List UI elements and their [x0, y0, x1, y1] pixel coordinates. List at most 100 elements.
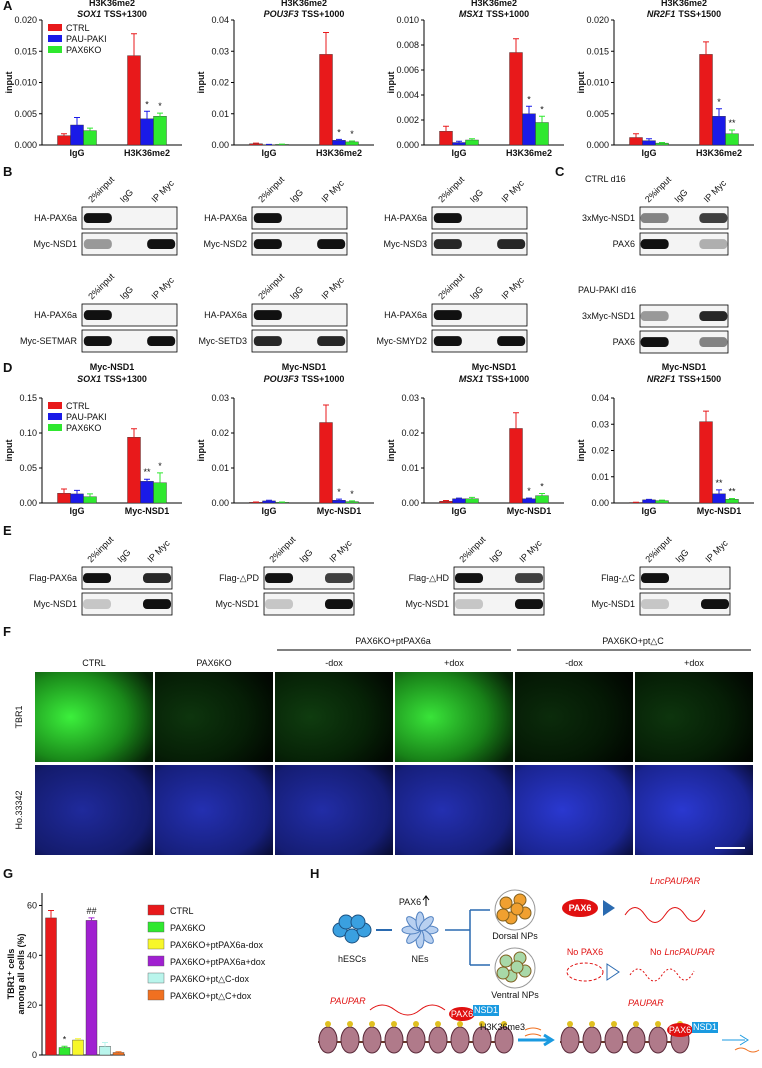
- micrograph: [515, 672, 633, 762]
- np-cell: [511, 961, 523, 973]
- bar: [713, 494, 726, 503]
- bar: [73, 1040, 84, 1055]
- error-bar: [513, 39, 519, 53]
- significance: *: [158, 101, 162, 111]
- legend-label: PAX6KO+ptPAX6a+dox: [170, 957, 266, 967]
- site: TSS+1500: [678, 9, 721, 19]
- bar: [46, 918, 57, 1055]
- mark: [655, 1021, 661, 1027]
- row-label: Myc-NSD1: [215, 599, 259, 609]
- bar: [643, 500, 656, 503]
- significance: *: [337, 487, 341, 497]
- mark-label: H3K36me3: [480, 1022, 525, 1032]
- error-bar: [659, 500, 665, 501]
- legend-label: PAX6KO: [66, 423, 101, 433]
- lane-label: 2%input: [86, 174, 116, 204]
- bar: [656, 143, 669, 145]
- blot-band: [84, 336, 112, 346]
- lane-label: IP Myc: [702, 178, 729, 205]
- bar: [154, 116, 167, 145]
- gene: NR2F1: [647, 9, 676, 19]
- significance: *: [350, 129, 354, 139]
- site: TSS+1300: [104, 374, 147, 384]
- x-tick-label: IgG: [70, 148, 85, 158]
- error-bar: [157, 473, 163, 483]
- y-tick-label: 0.000: [14, 140, 37, 150]
- error-bar: [469, 497, 475, 498]
- row-label: Myc-NSD1: [33, 239, 77, 249]
- blot-band: [515, 599, 543, 609]
- x-tick-label: IgG: [262, 148, 277, 158]
- error-bar: [646, 139, 652, 141]
- bar: [536, 496, 549, 503]
- micrograph: [635, 765, 753, 855]
- y-tick-label: 0.02: [211, 78, 229, 88]
- legend-swatch: [148, 939, 164, 949]
- nucleosome: [407, 1027, 425, 1053]
- y-tick-label: 60: [27, 900, 37, 910]
- rna: [630, 969, 694, 981]
- blot-band: [143, 599, 171, 609]
- nucleosome: [605, 1027, 623, 1053]
- error-bar: [131, 34, 137, 56]
- y-label: among all cells (%): [16, 933, 26, 1014]
- blot-band: [641, 239, 669, 249]
- up-arrow: [423, 896, 429, 906]
- y-tick-label: 0: [32, 1050, 37, 1060]
- site: TSS+1500: [678, 374, 721, 384]
- error-bar: [74, 118, 80, 126]
- error-bar: [646, 499, 652, 500]
- blot-band: [265, 599, 293, 609]
- lane-label: 2%input: [457, 534, 487, 564]
- panel-label: D: [3, 360, 12, 375]
- y-tick-label: 0.03: [591, 419, 609, 429]
- y-tick-label: 0.020: [586, 15, 609, 25]
- blot-band: [254, 213, 282, 223]
- significance: *: [158, 461, 162, 471]
- error-bar: [513, 413, 519, 429]
- x-tick-label: IgG: [262, 506, 277, 516]
- blot-band: [699, 337, 727, 347]
- blot-band: [254, 239, 282, 249]
- np-cell: [500, 955, 512, 967]
- legend-swatch: [48, 402, 62, 409]
- gene: MSX1: [459, 374, 484, 384]
- y-tick-label: 0.002: [396, 115, 419, 125]
- micrograph: [515, 765, 633, 855]
- legend-label: PAX6KO: [66, 45, 101, 55]
- x-tick-label: H3K36me2: [316, 148, 362, 158]
- blot-band: [455, 599, 483, 609]
- open-arrow: [722, 1035, 748, 1045]
- cell-label: NEs: [411, 954, 429, 964]
- error-bar: [703, 411, 709, 422]
- y-tick-label: 0.03: [211, 46, 229, 56]
- error-bar: [144, 479, 150, 481]
- lane-label: IP Myc: [500, 275, 527, 302]
- blot-band: [434, 336, 462, 346]
- bar: [100, 1046, 111, 1055]
- lane-label: IgG: [288, 284, 305, 301]
- panel-label: G: [3, 866, 13, 881]
- group-label: PAX6KO+ptPAX6a: [355, 636, 430, 646]
- cell-label: Dorsal NPs: [492, 931, 538, 941]
- row-label: Myc-NSD1: [405, 599, 449, 609]
- row-label: HA-PAX6a: [384, 310, 427, 320]
- np-cell: [500, 897, 512, 909]
- bar: [523, 499, 536, 503]
- site: TSS+1000: [302, 374, 345, 384]
- legend-label: PAX6KO+pt△C-dox: [170, 974, 250, 984]
- error-bar: [703, 42, 709, 55]
- legend-label: PAU-PAKI: [66, 412, 107, 422]
- significance: *: [527, 94, 531, 104]
- induced-gene: PAX6: [399, 897, 421, 907]
- bar: [71, 494, 84, 503]
- np-cell: [497, 909, 509, 921]
- lane-label: IP Myc: [327, 538, 354, 565]
- blot-band: [83, 573, 111, 583]
- panel-label: E: [3, 523, 12, 538]
- y-tick-label: 0.010: [396, 15, 419, 25]
- bar: [713, 116, 726, 145]
